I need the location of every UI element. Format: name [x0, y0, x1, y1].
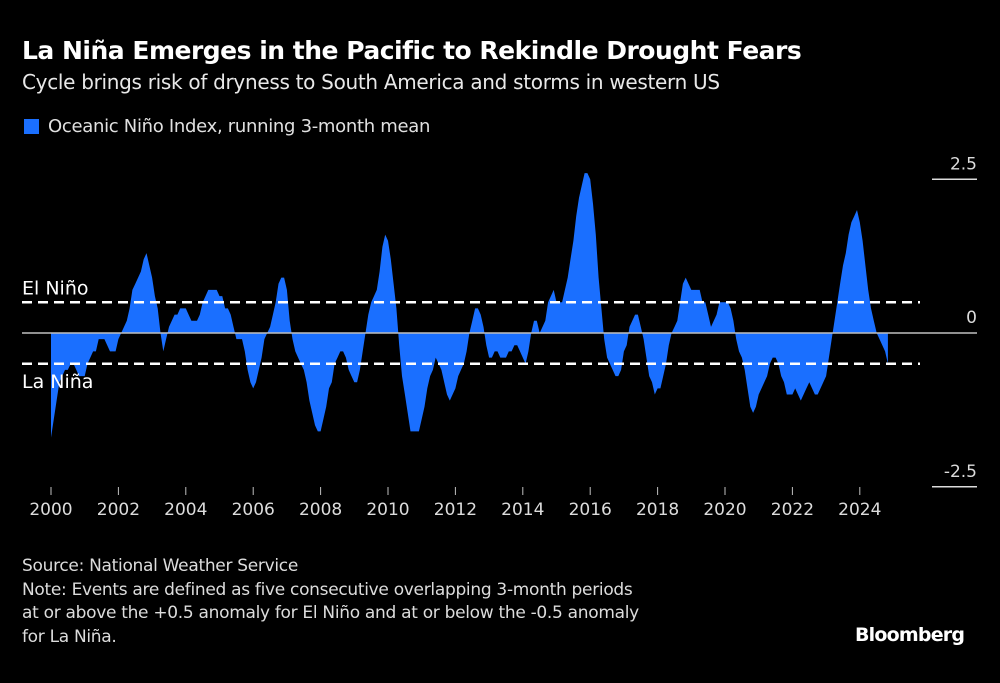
legend-swatch	[24, 119, 39, 134]
footer: Source: National Weather Service Note: E…	[22, 555, 639, 649]
y-tick-label: 0	[966, 308, 977, 328]
x-tick-label: 2004	[164, 500, 207, 520]
x-tick-label: 2000	[29, 500, 72, 520]
oni-area-series	[51, 173, 888, 438]
x-axis: 2000 2002 2004 2006 2008 2010 2012 2014 2016 2018…	[29, 487, 881, 520]
x-tick-label: 2010	[366, 500, 409, 520]
note-line-1: Note: Events are defined as five consecu…	[22, 579, 633, 600]
x-tick-label: 2006	[232, 500, 275, 520]
legend-label: Oceanic Niño Index, running 3-month mean	[48, 116, 431, 137]
la-nina-label: La Niña	[22, 371, 93, 393]
x-tick-label: 2024	[838, 500, 881, 520]
note-line-2: at or above the +0.5 anomaly for El Niño…	[22, 603, 639, 623]
source-text: Source: National Weather Service	[22, 556, 298, 576]
area-layer	[51, 173, 888, 438]
x-tick-label: 2016	[569, 500, 612, 520]
x-tick-label: 2002	[97, 500, 140, 520]
x-tick-label: 2012	[434, 500, 477, 520]
y-tick-label: 2.5	[950, 154, 977, 174]
y-tick-label: -2.5	[944, 462, 977, 482]
chart-title: La Niña Emerges in the Pacific to Rekind…	[22, 36, 802, 65]
note-line-3: for La Niña.	[22, 626, 117, 647]
chart-subtitle: Cycle brings risk of dryness to South Am…	[22, 70, 720, 94]
x-tick-label: 2008	[299, 500, 342, 520]
x-tick-label: 2014	[501, 500, 544, 520]
bloomberg-logo: Bloomberg	[855, 624, 965, 646]
x-tick-label: 2018	[636, 500, 679, 520]
x-tick-label: 2020	[703, 500, 746, 520]
y-axis: 2.5 0 -2.5	[932, 154, 977, 488]
el-nino-label: El Niño	[22, 277, 88, 299]
x-tick-label: 2022	[771, 500, 814, 520]
legend: Oceanic Niño Index, running 3-month mean	[24, 116, 430, 137]
